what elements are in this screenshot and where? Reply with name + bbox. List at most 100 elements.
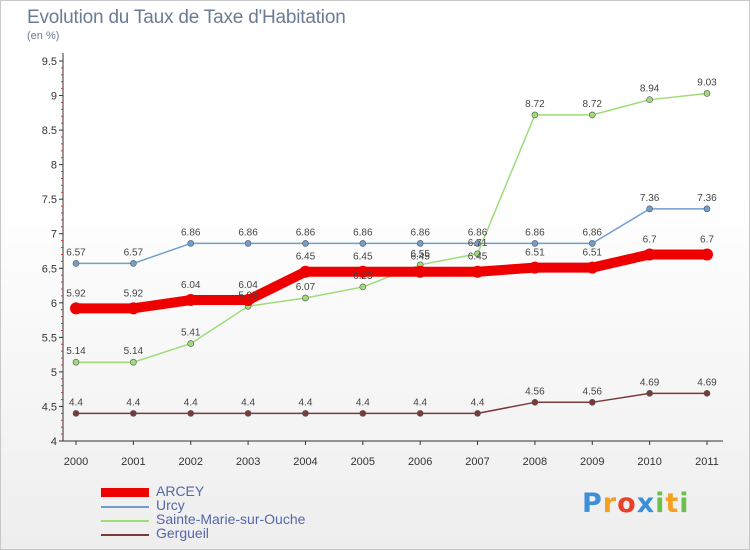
data-point-gergueil xyxy=(416,410,424,417)
data-label-urcy: 6.57 xyxy=(124,247,144,258)
data-label-sainte-marie-sur-ouche: 8.94 xyxy=(640,84,660,95)
data-label-gergueil: 4.56 xyxy=(525,386,545,397)
data-point-sainte-marie-sur-ouche xyxy=(187,340,195,347)
data-point-gergueil xyxy=(302,410,309,417)
data-point-urcy xyxy=(474,240,481,247)
data-point-gergueil xyxy=(588,399,596,406)
y-tick-label: 4.5 xyxy=(42,401,57,413)
data-point-urcy xyxy=(703,205,711,213)
x-tick-label: 2011 xyxy=(695,456,719,468)
y-tick-label: 9 xyxy=(51,91,57,103)
data-label-urcy: 6.86 xyxy=(468,227,488,238)
y-tick-label: 4 xyxy=(51,436,57,448)
x-tick-label: 2008 xyxy=(523,456,547,468)
data-point-sainte-marie-sur-ouche xyxy=(72,358,80,366)
data-label-arcey: 6.51 xyxy=(583,248,603,259)
data-label-gergueil: 4.4 xyxy=(241,397,255,408)
data-label-arcey: 6.51 xyxy=(525,248,545,259)
data-label-arcey: 6.45 xyxy=(296,252,316,263)
data-point-gergueil xyxy=(531,399,539,406)
data-label-urcy: 6.57 xyxy=(66,247,86,258)
data-label-gergueil: 4.4 xyxy=(471,397,485,408)
data-point-arcey xyxy=(414,265,427,278)
data-label-arcey: 6.45 xyxy=(468,252,488,263)
x-tick-label: 2003 xyxy=(236,456,260,468)
x-tick-label: 2007 xyxy=(465,456,489,468)
data-label-gergueil: 4.4 xyxy=(299,397,313,408)
data-label-gergueil: 4.4 xyxy=(69,397,83,408)
proxiti-logo: Proxiti xyxy=(582,488,690,519)
data-point-arcey xyxy=(184,294,197,307)
legend-swatch xyxy=(101,488,149,497)
series-line-gergueil xyxy=(75,392,708,415)
data-label-urcy: 6.86 xyxy=(525,227,545,238)
data-point-gergueil xyxy=(359,410,367,417)
data-point-urcy xyxy=(531,240,539,247)
legend-label: Sainte-Marie-sur-Ouche xyxy=(156,511,306,527)
y-tick-label: 7.5 xyxy=(42,194,57,206)
data-point-arcey xyxy=(471,265,484,278)
data-point-arcey xyxy=(701,248,713,261)
data-point-arcey xyxy=(299,265,312,278)
data-point-sainte-marie-sur-ouche xyxy=(531,111,539,119)
data-point-sainte-marie-sur-ouche xyxy=(588,111,596,119)
x-tick-label: 2000 xyxy=(64,456,88,468)
data-point-sainte-marie-sur-ouche xyxy=(130,358,137,366)
data-label-sainte-marie-sur-ouche: 6.55 xyxy=(410,249,430,260)
data-label-gergueil: 4.56 xyxy=(583,386,603,397)
data-point-urcy xyxy=(646,205,653,213)
data-label-sainte-marie-sur-ouche: 5.14 xyxy=(124,346,144,357)
legend-label: Gergueil xyxy=(156,525,209,541)
data-point-urcy xyxy=(130,260,137,267)
x-tick-label: 2002 xyxy=(178,456,202,468)
data-point-sainte-marie-sur-ouche xyxy=(302,294,309,302)
data-point-arcey xyxy=(528,261,541,274)
x-tick-label: 2001 xyxy=(121,456,145,468)
data-label-sainte-marie-sur-ouche: 8.72 xyxy=(583,99,603,110)
data-label-sainte-marie-sur-ouche: 6.07 xyxy=(296,282,316,293)
y-tick-label: 7 xyxy=(51,229,57,241)
data-point-arcey xyxy=(70,302,82,315)
data-label-arcey: 6.7 xyxy=(643,234,657,245)
series-line-urcy xyxy=(75,208,708,265)
data-point-gergueil xyxy=(474,410,481,417)
data-point-gergueil xyxy=(187,410,195,417)
legend-label: Urcy xyxy=(156,497,185,513)
data-label-arcey: 6.45 xyxy=(353,252,373,263)
data-label-gergueil: 4.4 xyxy=(184,397,198,408)
data-label-urcy: 6.86 xyxy=(583,227,603,238)
series-line-arcey xyxy=(71,249,712,314)
data-label-arcey: 5.92 xyxy=(124,288,144,299)
data-label-arcey: 5.92 xyxy=(66,288,86,299)
y-tick-label: 9.5 xyxy=(42,56,57,68)
data-label-sainte-marie-sur-ouche: 6.23 xyxy=(353,271,373,282)
data-point-gergueil xyxy=(130,410,137,417)
data-label-urcy: 7.36 xyxy=(697,193,717,204)
series-layer xyxy=(70,90,713,417)
y-tick-label: 8 xyxy=(51,160,57,172)
data-point-urcy xyxy=(416,240,424,247)
data-point-arcey xyxy=(586,261,599,274)
data-point-gergueil xyxy=(703,390,711,397)
data-label-sainte-marie-sur-ouche: 9.03 xyxy=(697,77,717,88)
data-label-urcy: 6.86 xyxy=(181,227,201,238)
data-label-urcy: 6.86 xyxy=(410,227,430,238)
x-tick-label: 2004 xyxy=(293,456,317,468)
data-label-gergueil: 4.69 xyxy=(697,377,717,388)
data-point-arcey xyxy=(127,302,140,315)
data-point-gergueil xyxy=(72,410,80,417)
data-point-sainte-marie-sur-ouche xyxy=(703,90,711,97)
data-labels: 4.4 4.4 4.4 4.4 4.4 4.4 4.4 4.4 4.56 4.56 4.69 4.69… xyxy=(66,77,717,408)
data-point-urcy xyxy=(588,240,596,247)
data-label-urcy: 6.86 xyxy=(296,227,316,238)
data-label-urcy: 6.86 xyxy=(238,227,258,238)
legend-swatch xyxy=(101,506,149,508)
data-label-gergueil: 4.4 xyxy=(413,397,427,408)
y-tick-label: 6 xyxy=(51,298,57,310)
data-label-sainte-marie-sur-ouche: 5.14 xyxy=(66,346,86,357)
data-point-urcy xyxy=(302,240,309,247)
legend-swatch xyxy=(101,534,149,536)
data-point-sainte-marie-sur-ouche xyxy=(359,283,367,291)
data-point-arcey xyxy=(242,294,255,307)
